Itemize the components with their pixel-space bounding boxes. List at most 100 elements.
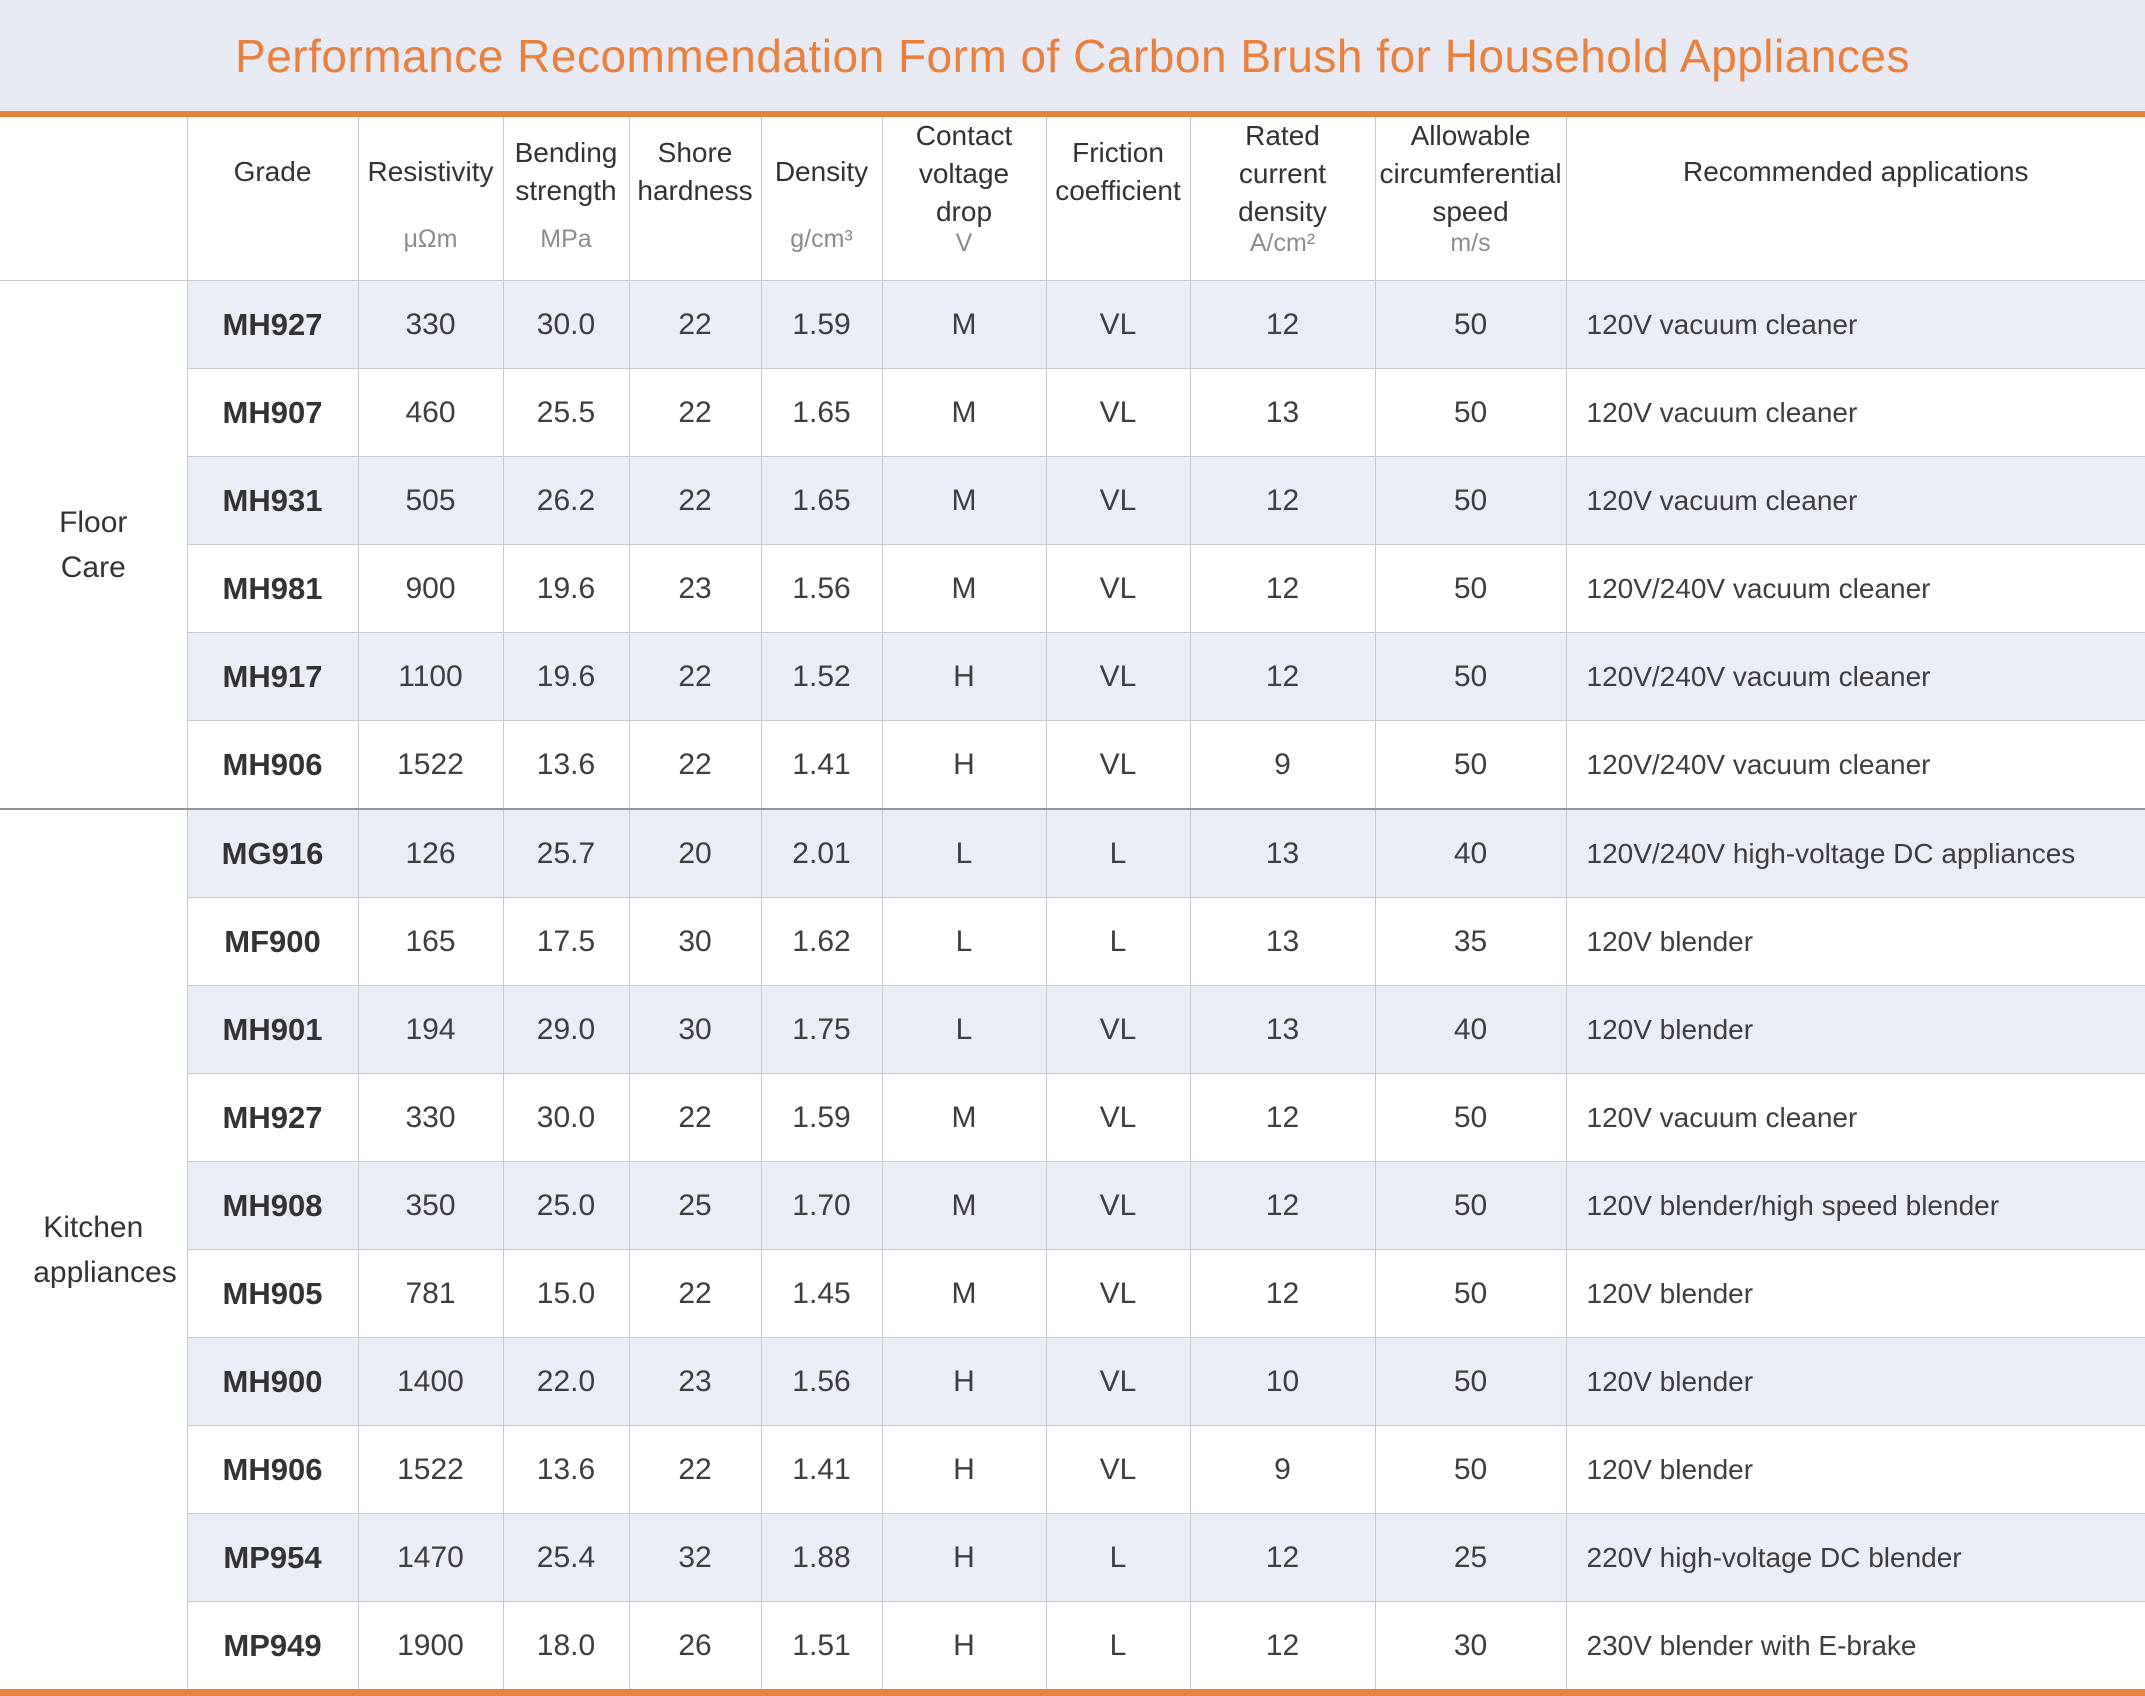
cell-grade: MP954 xyxy=(187,1514,358,1602)
col-header-unit xyxy=(1567,226,2145,280)
cell-friction-coefficient: VL xyxy=(1046,1338,1190,1426)
cell-grade: MH927 xyxy=(187,281,358,369)
cell-bending-strength: 26.2 xyxy=(503,457,629,545)
cell-shore-hardness: 22 xyxy=(629,633,761,721)
cell-grade: MH981 xyxy=(187,545,358,633)
cell-density: 1.59 xyxy=(761,281,882,369)
cell-allowable-circumferential-speed: 35 xyxy=(1375,898,1566,986)
cell-rated-current-density: 12 xyxy=(1190,1074,1375,1162)
cell-allowable-circumferential-speed: 40 xyxy=(1375,986,1566,1074)
cell-shore-hardness: 22 xyxy=(629,369,761,457)
cell-shore-hardness: 30 xyxy=(629,986,761,1074)
cell-bending-strength: 25.5 xyxy=(503,369,629,457)
cell-density: 1.45 xyxy=(761,1250,882,1338)
cell-density: 1.56 xyxy=(761,545,882,633)
row-group-label: Kitchen appliances xyxy=(33,1205,153,1295)
cell-bending-strength: 30.0 xyxy=(503,1074,629,1162)
cell-shore-hardness: 32 xyxy=(629,1514,761,1602)
cell-resistivity: 505 xyxy=(358,457,503,545)
cell-shore-hardness: 22 xyxy=(629,1426,761,1514)
cell-allowable-circumferential-speed: 50 xyxy=(1375,1250,1566,1338)
cell-density: 1.41 xyxy=(761,1426,882,1514)
cell-bending-strength: 25.0 xyxy=(503,1162,629,1250)
category-header-spacer xyxy=(0,117,187,281)
cell-grade: MH931 xyxy=(187,457,358,545)
cell-grade: MH906 xyxy=(187,721,358,810)
cell-recommended-applications: 120V vacuum cleaner xyxy=(1566,281,2145,369)
cell-grade: MH908 xyxy=(187,1162,358,1250)
cell-contact-voltage-drop: H xyxy=(882,633,1046,721)
cell-rated-current-density: 12 xyxy=(1190,281,1375,369)
cell-grade: MH901 xyxy=(187,986,358,1074)
cell-bending-strength: 25.4 xyxy=(503,1514,629,1602)
cell-contact-voltage-drop: M xyxy=(882,545,1046,633)
cell-rated-current-density: 12 xyxy=(1190,1602,1375,1690)
cell-friction-coefficient: L xyxy=(1046,1514,1190,1602)
cell-bending-strength: 19.6 xyxy=(503,545,629,633)
cell-density: 1.75 xyxy=(761,986,882,1074)
col-header-unit xyxy=(188,226,358,280)
cell-density: 2.01 xyxy=(761,809,882,898)
cell-density: 1.51 xyxy=(761,1602,882,1690)
cell-bending-strength: 22.0 xyxy=(503,1338,629,1426)
cell-allowable-circumferential-speed: 50 xyxy=(1375,1074,1566,1162)
cell-resistivity: 781 xyxy=(358,1250,503,1338)
cell-friction-coefficient: VL xyxy=(1046,281,1190,369)
cell-resistivity: 1900 xyxy=(358,1602,503,1690)
cell-rated-current-density: 12 xyxy=(1190,457,1375,545)
cell-friction-coefficient: L xyxy=(1046,1602,1190,1690)
col-header-shore-hardness: Shore hardness xyxy=(629,117,761,281)
cell-grade: MG916 xyxy=(187,809,358,898)
cell-density: 1.65 xyxy=(761,369,882,457)
cell-recommended-applications: 120V vacuum cleaner xyxy=(1566,457,2145,545)
col-header-friction-coefficient: Friction coefficient xyxy=(1046,117,1190,281)
cell-shore-hardness: 20 xyxy=(629,809,761,898)
cell-friction-coefficient: VL xyxy=(1046,1162,1190,1250)
col-header-label: Allowable circumferential speed xyxy=(1376,117,1566,230)
cell-recommended-applications: 230V blender with E-brake xyxy=(1566,1602,2145,1690)
cell-allowable-circumferential-speed: 50 xyxy=(1375,1162,1566,1250)
cell-contact-voltage-drop: M xyxy=(882,281,1046,369)
cell-bending-strength: 17.5 xyxy=(503,898,629,986)
cell-rated-current-density: 12 xyxy=(1190,633,1375,721)
col-header-label: Rated current density xyxy=(1191,117,1375,230)
cell-density: 1.56 xyxy=(761,1338,882,1426)
row-group-label: Floor Care xyxy=(33,500,153,590)
cell-density: 1.65 xyxy=(761,457,882,545)
cell-density: 1.41 xyxy=(761,721,882,810)
cell-grade: MP949 xyxy=(187,1602,358,1690)
title-bar: Performance Recommendation Form of Carbo… xyxy=(0,0,2145,117)
cell-allowable-circumferential-speed: 50 xyxy=(1375,457,1566,545)
cell-grade: MH900 xyxy=(187,1338,358,1426)
cell-contact-voltage-drop: H xyxy=(882,1514,1046,1602)
row-group-cell: Floor Care xyxy=(0,281,187,810)
cell-recommended-applications: 120V/240V vacuum cleaner xyxy=(1566,633,2145,721)
cell-recommended-applications: 120V blender/high speed blender xyxy=(1566,1162,2145,1250)
col-header-grade: Grade xyxy=(187,117,358,281)
cell-contact-voltage-drop: M xyxy=(882,1074,1046,1162)
cell-resistivity: 1522 xyxy=(358,721,503,810)
col-header-unit: m/s xyxy=(1376,230,1566,280)
cell-contact-voltage-drop: M xyxy=(882,369,1046,457)
cell-bending-strength: 18.0 xyxy=(503,1602,629,1690)
cell-recommended-applications: 120V vacuum cleaner xyxy=(1566,369,2145,457)
col-header-unit: V xyxy=(883,230,1046,280)
cell-contact-voltage-drop: L xyxy=(882,898,1046,986)
cell-rated-current-density: 13 xyxy=(1190,986,1375,1074)
cell-density: 1.88 xyxy=(761,1514,882,1602)
cell-bending-strength: 19.6 xyxy=(503,633,629,721)
col-header-unit: MPa xyxy=(504,226,629,280)
cell-recommended-applications: 120V blender xyxy=(1566,1426,2145,1514)
